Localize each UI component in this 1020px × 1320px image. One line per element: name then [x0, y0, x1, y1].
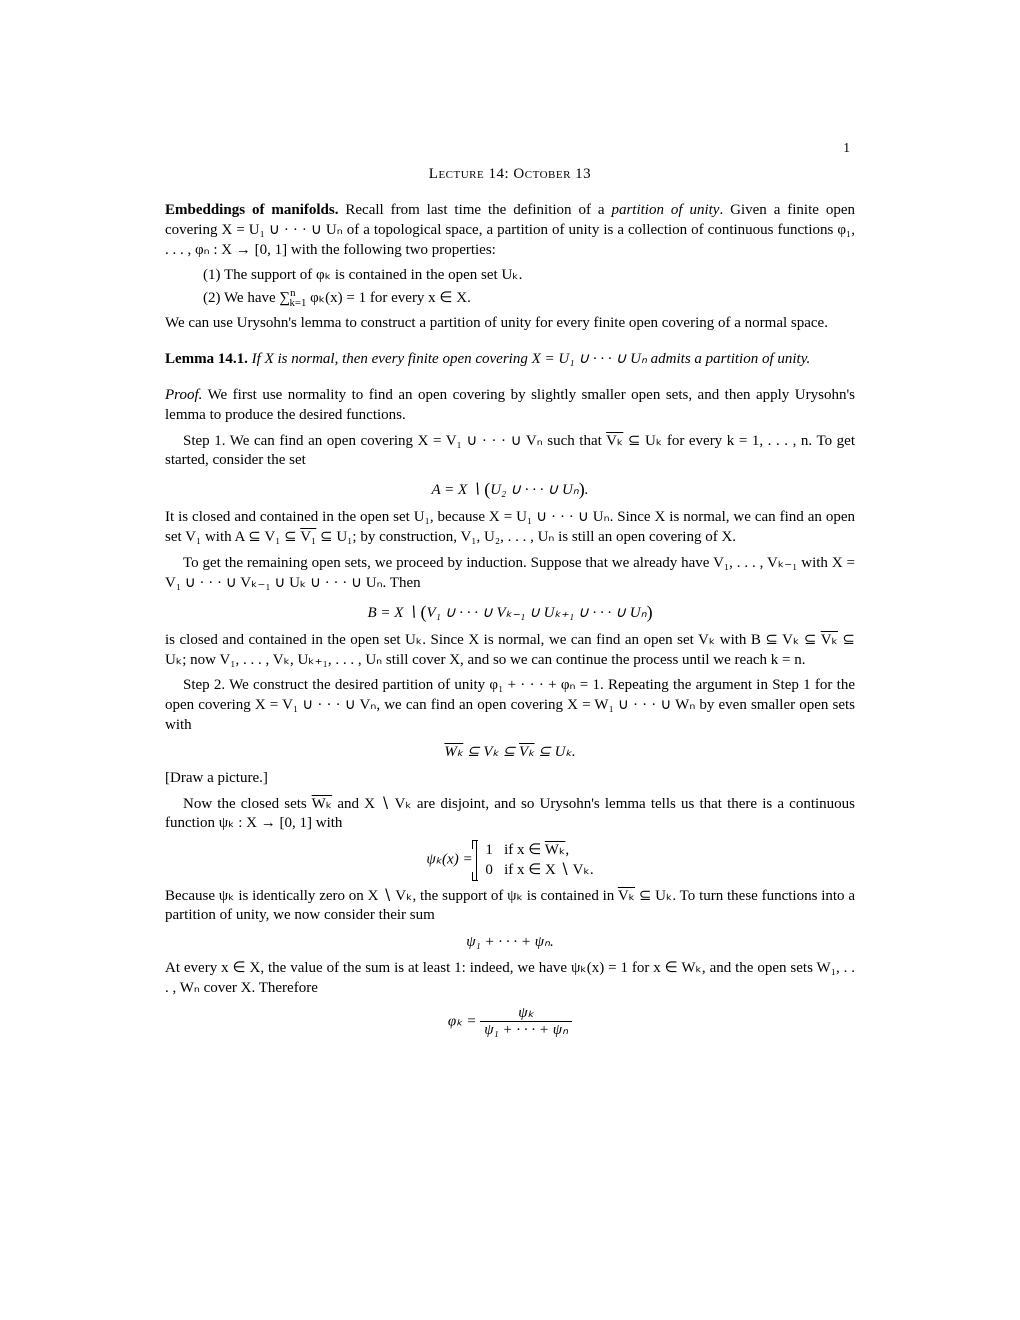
- lemma-block: Lemma 14.1. If X is normal, then every f…: [165, 350, 855, 370]
- display-equation-B: B = X ∖ (V₁ ∪ · · · ∪ Vₖ₋₁ ∪ Uₖ₊₁ ∪ · · …: [165, 600, 855, 625]
- after-d1-b: ⊆ U₁; by construction, V₁, U₂, . . . , U…: [316, 529, 736, 545]
- fraction-numerator: ψₖ: [480, 1005, 572, 1023]
- induction-paragraph: To get the remaining open sets, we proce…: [165, 554, 855, 594]
- step1-text-a: Step 1. We can find an open covering X =…: [183, 433, 606, 449]
- prop2-suffix: φₖ(x) = 1 for every x ∈ X.: [306, 290, 470, 306]
- after-props-paragraph: We can use Urysohn's lemma to construct …: [165, 314, 855, 334]
- urysohn-a: Now the closed sets: [183, 796, 312, 812]
- proof-label: Proof.: [165, 387, 202, 403]
- lecture-title: Lecture 14: October 13: [165, 166, 855, 183]
- because-a: Because ψₖ is identically zero on X ∖ Vₖ…: [165, 888, 618, 904]
- section-heading: Embeddings of manifolds.: [165, 202, 338, 218]
- case2-val: 0: [485, 862, 493, 878]
- final-lhs: φₖ =: [448, 1013, 480, 1029]
- display-cases: ψₖ(x) = 1 if x ∈ Wₖ, 0 if x ∈ X ∖ Vₖ.: [165, 840, 855, 881]
- disp3-vk-bar: Vₖ: [519, 744, 535, 760]
- case-1: 1 if x ∈ Wₖ,: [485, 842, 569, 858]
- urysohn-paragraph: Now the closed sets Wₖ and X ∖ Vₖ are di…: [165, 795, 855, 835]
- case1-cond-a: if x ∈: [504, 842, 545, 858]
- after-display1-paragraph: It is closed and contained in the open s…: [165, 508, 855, 548]
- case1-wk-bar: Wₖ: [545, 842, 566, 858]
- property-item-1: (1) The support of φₖ is contained in th…: [203, 266, 855, 286]
- disp3-wk-bar: Wₖ: [444, 744, 463, 760]
- cases-brace: 1 if x ∈ Wₖ, 0 if x ∈ X ∖ Vₖ.: [476, 840, 593, 881]
- properties-list: (1) The support of φₖ is contained in th…: [203, 266, 855, 310]
- at-every-paragraph: At every x ∈ X, the value of the sum is …: [165, 959, 855, 999]
- step1-vk-bar: Vₖ: [606, 433, 623, 449]
- lemma-label: Lemma 14.1.: [165, 351, 248, 367]
- because-vk-bar: Vₖ: [618, 888, 635, 904]
- after-d1-v1-bar: V₁: [300, 529, 316, 545]
- disp2-b: V₁ ∪ · · · ∪ Vₖ₋₁ ∪ Uₖ₊₁ ∪ · · · ∪ Uₙ: [426, 605, 646, 621]
- after-d2-vk-bar: Vₖ: [821, 632, 838, 648]
- page: 1 Lecture 14: October 13 Embeddings of m…: [0, 0, 1020, 1320]
- after-d2-a: is closed and contained in the open set …: [165, 632, 821, 648]
- draw-picture-note: [Draw a picture.]: [165, 769, 855, 789]
- disp3-mid: ⊆ Vₖ ⊆: [463, 744, 519, 760]
- disp1-b: U₂ ∪ · · · ∪ Uₙ: [490, 482, 579, 498]
- case1-val: 1: [485, 842, 493, 858]
- intro-text-1: Recall from last time the definition of …: [338, 202, 611, 218]
- because-paragraph: Because ψₖ is identically zero on X ∖ Vₖ…: [165, 887, 855, 927]
- case-2: 0 if x ∈ X ∖ Vₖ.: [485, 862, 593, 878]
- fraction-denominator: ψ₁ + · · · + ψₙ: [480, 1022, 572, 1039]
- cases-lhs: ψₖ(x) =: [426, 852, 476, 868]
- intro-paragraph: Embeddings of manifolds. Recall from las…: [165, 201, 855, 260]
- display-equation-WV: Wₖ ⊆ Vₖ ⊆ Vₖ ⊆ Uₖ.: [165, 742, 855, 763]
- proof-text-1: We first use normality to find an open c…: [165, 387, 855, 423]
- disp2-a: B = X ∖: [367, 605, 420, 621]
- step1-paragraph: Step 1. We can find an open covering X =…: [165, 432, 855, 472]
- display-sum: ψ₁ + · · · + ψₙ.: [165, 932, 855, 953]
- display-equation-A: A = X ∖ (U₂ ∪ · · · ∪ Uₙ).: [165, 477, 855, 502]
- case1-cond-b: ,: [565, 842, 569, 858]
- prop2-prefix: (2) We have ∑: [203, 290, 290, 306]
- page-number: 1: [843, 140, 850, 156]
- fraction: ψₖ ψ₁ + · · · + ψₙ: [480, 1005, 572, 1039]
- sum-lower: k=1: [290, 297, 307, 309]
- case2-cond: if x ∈ X ∖ Vₖ.: [504, 862, 594, 878]
- disp1-period: .: [585, 482, 589, 498]
- after-display2-paragraph: is closed and contained in the open set …: [165, 631, 855, 671]
- urysohn-wk-bar: Wₖ: [312, 796, 333, 812]
- proof-paragraph-1: Proof. We first use normality to find an…: [165, 386, 855, 426]
- disp1-a: A = X ∖: [431, 482, 484, 498]
- disp3-end: ⊆ Uₖ.: [535, 744, 576, 760]
- intro-italic-term: partition of unity: [611, 202, 719, 218]
- lemma-statement: If X is normal, then every finite open c…: [248, 351, 810, 367]
- rparen2-icon: ): [647, 602, 653, 622]
- display-final-fraction: φₖ = ψₖ ψ₁ + · · · + ψₙ: [165, 1005, 855, 1039]
- property-item-2: (2) We have ∑nk=1 φₖ(x) = 1 for every x …: [203, 286, 855, 310]
- step2-paragraph: Step 2. We construct the desired partiti…: [165, 676, 855, 735]
